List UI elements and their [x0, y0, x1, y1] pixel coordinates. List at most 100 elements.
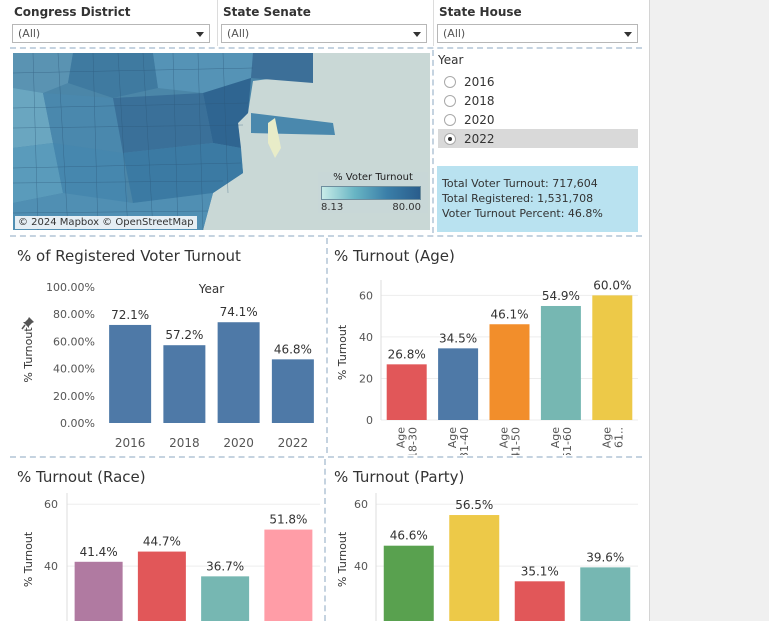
dashed-divider	[326, 238, 328, 453]
x-tick-label: 18-30	[407, 427, 420, 455]
divider	[217, 0, 218, 46]
data-label: 46.1%	[490, 307, 528, 321]
bar	[489, 324, 530, 420]
year-option-2022[interactable]: 2022	[438, 129, 638, 148]
data-label: 51.8%	[269, 513, 307, 527]
x-tick-label: 2020	[223, 436, 254, 450]
x-tick-label: Age	[498, 427, 511, 449]
bar	[438, 348, 479, 420]
y-tick-label: 20.00%	[53, 390, 95, 403]
chart-registered: % Turnout Year 0.00% 20.00% 40.00% 60.00% 80.0…	[22, 281, 314, 450]
state-senate-dropdown[interactable]: (All)	[221, 24, 427, 43]
dashed-divider	[432, 50, 434, 233]
filter-label: State House	[439, 5, 522, 19]
chevron-down-icon	[624, 32, 632, 37]
chevron-down-icon	[196, 32, 204, 37]
data-label: 57.2%	[165, 328, 203, 342]
y-axis-label: % Turnout	[336, 324, 349, 380]
bar	[163, 345, 206, 423]
dashed-divider	[10, 456, 642, 458]
pin-icon[interactable]	[21, 316, 35, 330]
chart-title-race: % Turnout (Race)	[17, 468, 146, 486]
divider	[433, 0, 434, 46]
filter-label: Congress District	[14, 5, 131, 19]
y-axis-label: % Turnout	[336, 531, 349, 587]
state-house-filter: State House (All)	[437, 4, 638, 46]
year-option-2018[interactable]: 2018	[438, 91, 638, 110]
x-tick-label: Age	[395, 427, 408, 449]
map-attribution[interactable]: © 2024 Mapbox © OpenStreetMap	[15, 216, 197, 229]
data-label: 56.5%	[455, 498, 493, 512]
y-tick-label: 80.00%	[53, 308, 95, 321]
year-option-label: 2018	[464, 93, 495, 108]
bar	[271, 359, 314, 423]
data-label: 60.0%	[593, 278, 631, 292]
legend-min: 8.13	[321, 202, 344, 213]
bar	[449, 515, 500, 621]
data-label: 35.1%	[521, 564, 559, 578]
chart-title-registered: % of Registered Voter Turnout	[17, 247, 241, 265]
data-label: 41.4%	[80, 545, 118, 559]
year-option-label: 2022	[464, 131, 495, 146]
radio-icon	[444, 113, 456, 126]
state-senate-filter: State Senate (All)	[221, 4, 427, 46]
data-label: 44.7%	[143, 535, 181, 549]
map-legend: % Voter Turnout 8.13 80.00	[318, 172, 428, 213]
x-tick-label: Age	[600, 427, 613, 449]
y-tick-label: 60	[44, 498, 58, 511]
y-tick-label: 20	[359, 372, 373, 385]
total-registered: Total Registered: 1,531,708	[442, 192, 594, 205]
turnout-summary: Total Voter Turnout: 717,604 Total Regis…	[437, 166, 638, 232]
dropdown-value: (All)	[18, 27, 41, 40]
chart-title-age: % Turnout (Age)	[334, 247, 455, 265]
bar	[74, 561, 123, 621]
bar	[580, 567, 631, 621]
congress-district-filter: Congress District (All)	[12, 4, 210, 46]
state-house-dropdown[interactable]: (All)	[437, 24, 638, 43]
x-tick-label: Age	[549, 427, 562, 449]
y-axis-label: % Turnout	[22, 327, 35, 383]
bar	[386, 364, 427, 420]
data-label: 46.8%	[274, 342, 312, 356]
radio-selected-icon	[444, 132, 456, 145]
x-tick-label: 2022	[278, 436, 309, 450]
y-tick-label: 60	[354, 498, 368, 511]
bar	[109, 324, 152, 423]
congress-district-dropdown[interactable]: (All)	[12, 24, 210, 43]
dropdown-value: (All)	[443, 27, 466, 40]
data-label: 26.8%	[388, 347, 426, 361]
data-label: 72.1%	[111, 308, 149, 322]
x-tick-label: 2018	[169, 436, 200, 450]
empty-side-panel	[649, 0, 769, 621]
year-option-label: 2016	[464, 74, 495, 89]
bar	[540, 305, 581, 420]
year-filter-title: Year	[438, 53, 464, 67]
chevron-down-icon	[413, 32, 421, 37]
filter-label: State Senate	[223, 5, 311, 19]
year-option-2016[interactable]: 2016	[438, 72, 638, 91]
bar	[137, 551, 186, 621]
x-tick-label: 61..	[612, 427, 625, 448]
year-filter: Year 2016 2018 2020 2022	[438, 53, 638, 148]
x-tick-label: 2016	[115, 436, 146, 450]
y-axis-label: % Turnout	[22, 531, 35, 587]
x-tick-label: 41-50	[510, 427, 523, 455]
y-tick-label: 40.00%	[53, 363, 95, 376]
chart-title-party: % Turnout (Party)	[334, 468, 465, 486]
y-tick-label: 100.00%	[46, 281, 95, 294]
data-label: 54.9%	[542, 289, 580, 303]
legend-color-ramp	[321, 186, 421, 200]
data-label: 74.1%	[220, 305, 258, 319]
year-option-2020[interactable]: 2020	[438, 110, 638, 129]
column-header: Year	[198, 282, 224, 296]
bar	[592, 295, 633, 420]
radio-icon	[444, 94, 456, 107]
total-voter-turnout: Total Voter Turnout: 717,604	[442, 177, 598, 190]
y-tick-label: 40	[359, 331, 373, 344]
x-tick-label: Age	[446, 427, 459, 449]
dropdown-value: (All)	[227, 27, 250, 40]
data-label: 36.7%	[206, 559, 244, 573]
voter-turnout-map[interactable]: © 2024 Mapbox © OpenStreetMap % Voter Tu…	[13, 53, 430, 230]
